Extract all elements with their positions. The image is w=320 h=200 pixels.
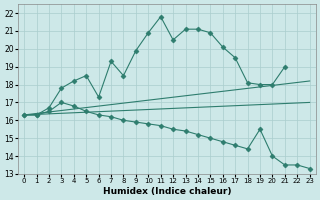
X-axis label: Humidex (Indice chaleur): Humidex (Indice chaleur) [103,187,231,196]
